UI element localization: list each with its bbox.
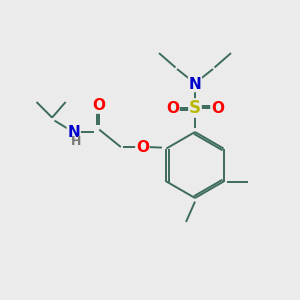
Text: O: O xyxy=(136,140,149,154)
Text: N: N xyxy=(189,76,201,92)
Text: O: O xyxy=(211,100,224,116)
Text: S: S xyxy=(189,99,201,117)
Text: H: H xyxy=(71,135,81,148)
Text: O: O xyxy=(166,100,179,116)
Text: O: O xyxy=(93,98,106,113)
Text: N: N xyxy=(67,125,80,140)
